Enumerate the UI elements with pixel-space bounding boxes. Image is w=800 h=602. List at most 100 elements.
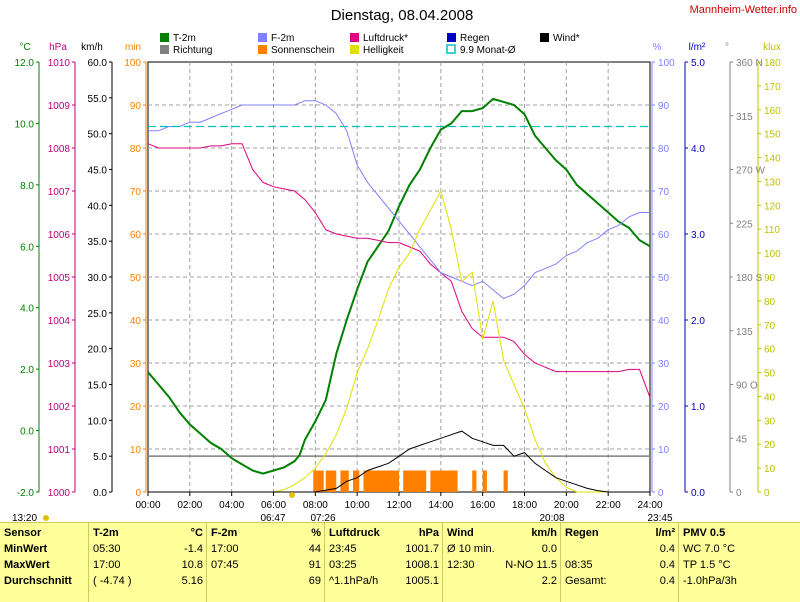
axis-ticklabel-right-3: 180 — [764, 58, 781, 69]
axis-unit-labels: °C hPa km/h min% l/m² ° klux — [19, 42, 781, 53]
axis-ticklabel-right-0: 0 — [658, 488, 664, 499]
axis-ticklabel-left-2: 50.0 — [88, 130, 108, 141]
axis-ticklabel-right-3: 90 — [764, 273, 776, 284]
legend-swatch-3 — [258, 45, 267, 54]
col-sensor: Sensor MinWert MaxWert Durchschnitt — [0, 523, 88, 602]
wind-head: Wind — [447, 527, 474, 539]
x-ticklabel: 08:00 — [303, 500, 328, 511]
series-line — [148, 100, 650, 300]
axis-ticklabel-right-2: 315 — [736, 112, 753, 123]
luft-avg-val: 1005.1 — [405, 575, 439, 587]
axis-ticklabel-left-1: 1007 — [48, 187, 71, 198]
axis-ticklabel-left-2: 40.0 — [88, 201, 108, 212]
regen-row1-val: 0.4 — [659, 543, 675, 555]
legend-swatch-0 — [160, 33, 169, 42]
axis-ticklabel-left-2: 30.0 — [88, 273, 108, 284]
axis-ticklabel-left-3: 30 — [130, 359, 142, 370]
legend-label-7: 9.9 Monat-Ø — [460, 45, 516, 56]
luft-unit: hPa — [418, 527, 439, 539]
axis-ticklabel-left-1: 1005 — [48, 273, 71, 284]
sunshine-bar — [472, 470, 477, 492]
legend-swatch-6 — [447, 33, 456, 42]
sunshine-bar — [352, 470, 360, 492]
sunshine-bar — [503, 470, 508, 492]
luft-min-time: 23:45 — [329, 543, 357, 555]
regen-total-val: 0.4 — [659, 575, 675, 587]
f2m-max-time: 07:45 — [211, 559, 239, 571]
summary-table: Sensor MinWert MaxWert Durchschnitt T-2m… — [0, 522, 800, 602]
axis-ticklabel-right-2: 225 — [736, 219, 753, 230]
x-ticklabel: 06:00 — [261, 500, 286, 511]
axis-ticklabel-left-2: 60.0 — [88, 58, 108, 69]
right-axes: 10090807060504030201005.04.03.02.01.00.0… — [651, 58, 781, 499]
axis-ticklabel-left-2: 45.0 — [88, 166, 108, 177]
sun-moon-marks: 06:47 07:26 20:08 23:45 13:20 — [12, 492, 673, 522]
t2m-max-val: 10.8 — [181, 559, 203, 571]
axis-ticklabel-right-0: 40 — [658, 316, 670, 327]
col-regen: Regen l/m² 0.4 08:35 0.4 Gesamt: 0.4 — [560, 523, 679, 602]
x-ticklabel: 16:00 — [470, 500, 495, 511]
axis-ticklabel-left-2: 20.0 — [88, 345, 108, 356]
axis-ticklabel-left-3: 10 — [130, 445, 142, 456]
axis-ticklabel-right-2: 360 N — [736, 58, 763, 69]
axis-ticklabel-left-1: 1001 — [48, 445, 71, 456]
axis-ticklabel-left-3: 20 — [130, 402, 142, 413]
wind-avg-val: 0.0 — [541, 543, 557, 555]
x-ticklabel: 12:00 — [386, 500, 411, 511]
left-axes: 12.0 10.0 8.0 6.0 4.0 2.0 0.0 -2.0 1010 1009 1008 1… — [15, 58, 147, 499]
moon-time-label: 13:20 — [12, 513, 37, 522]
col-wind: Wind km/h Ø 10 min. 0.0 12:30 N-NO 11.5 2.2 — [442, 523, 561, 602]
t2m-max-time: 17:00 — [93, 559, 121, 571]
axis-ticklabel-left-3: 60 — [130, 230, 142, 241]
sunshine-bar — [482, 470, 487, 492]
axis-ticklabel-left-2: 0.0 — [93, 488, 107, 499]
regen-total-label: Gesamt: — [565, 575, 607, 587]
row-label-avg: Durchschnitt — [4, 575, 72, 587]
f2m-min-val: 44 — [308, 543, 321, 555]
axis-unit-right-3: klux — [763, 42, 781, 53]
site-link[interactable]: Mannheim-Wetter.info — [690, 4, 797, 16]
axis-ticklabel-right-3: 150 — [764, 130, 781, 141]
axis-ticklabel-right-2: 180 S — [736, 273, 762, 284]
axis-ticklabel-right-3: 160 — [764, 106, 781, 117]
axis-ticklabel-left-3: 70 — [130, 187, 142, 198]
axis-ticklabel-right-0: 80 — [658, 144, 670, 155]
axis-ticklabel-right-0: 50 — [658, 273, 670, 284]
x-ticklabel: 04:00 — [219, 500, 244, 511]
axis-unit-left-0: °C — [19, 42, 30, 53]
axis-ticklabel-left-3: 50 — [130, 273, 142, 284]
regen-head: Regen — [565, 527, 599, 539]
axis-ticklabel-right-3: 20 — [764, 440, 776, 451]
wind-unit: km/h — [531, 527, 557, 539]
legend-swatch-5 — [350, 45, 359, 54]
f2m-avg-val: 69 — [308, 575, 321, 587]
axis-ticklabel-right-3: 70 — [764, 321, 776, 332]
moonset-label: 23:45 — [647, 513, 672, 522]
pmv-head: PMV 0.5 — [683, 527, 726, 539]
wind-mean-val: 2.2 — [541, 575, 557, 587]
series-line — [148, 189, 650, 493]
axis-ticklabel-right-2: 135 — [736, 327, 753, 338]
t2m-avg-val: 5.16 — [181, 575, 203, 587]
axis-ticklabel-left-0: 6.0 — [20, 242, 34, 253]
axis-ticklabel-right-0: 70 — [658, 187, 670, 198]
t2m-unit: °C — [190, 527, 203, 539]
axis-ticklabel-right-3: 10 — [764, 464, 776, 475]
axis-ticklabel-left-2: 25.0 — [88, 309, 108, 320]
axis-ticklabel-right-1: 5.0 — [691, 58, 705, 69]
axis-unit-left-1: hPa — [49, 42, 67, 53]
axis-ticklabel-right-2: 0 — [736, 488, 742, 499]
luft-trend: ^1.1hPa/h — [329, 575, 379, 587]
axis-ticklabel-left-1: 1004 — [48, 316, 71, 327]
row-label-min: MinWert — [4, 543, 48, 555]
axis-ticklabel-left-1: 1000 — [48, 488, 71, 499]
axis-ticklabel-left-3: 80 — [130, 144, 142, 155]
sunshine-bar — [363, 470, 399, 492]
wind-max-val: N-NO 11.5 — [505, 559, 557, 571]
axis-ticklabel-right-0: 10 — [658, 445, 670, 456]
t2m-min-val: -1.4 — [184, 543, 203, 555]
axis-ticklabel-left-2: 10.0 — [88, 416, 108, 427]
axis-ticklabel-right-2: 270 W — [736, 166, 765, 177]
legend-label-2: F-2m — [271, 33, 294, 44]
